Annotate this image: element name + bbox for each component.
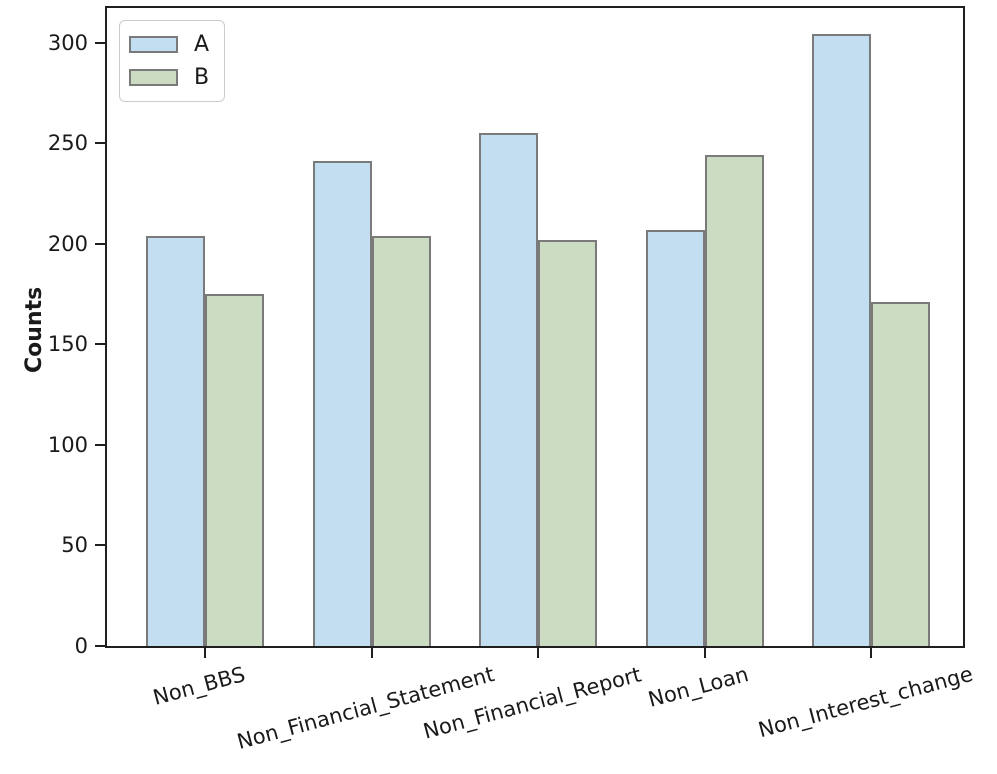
x-tick-mark xyxy=(703,648,706,658)
bar-B-Non_Financial_Report xyxy=(538,240,597,646)
x-tick-label: Non_BBS xyxy=(150,661,248,710)
bar-B-Non_Financial_Statement xyxy=(371,236,431,646)
bar-A-Non_BBS xyxy=(146,236,205,646)
y-tick-label: 200 xyxy=(47,231,88,256)
x-tick-mark xyxy=(870,648,872,658)
y-tick-mark xyxy=(95,645,105,647)
y-tick-mark xyxy=(95,41,105,44)
legend-label-A: A xyxy=(194,32,210,57)
y-tick-label: 50 xyxy=(61,533,88,558)
y-tick-label: 300 xyxy=(47,30,88,55)
bar-A-Non_Financial_Statement xyxy=(312,161,372,646)
y-tick-label: 0 xyxy=(74,634,88,658)
legend-label-B: B xyxy=(194,65,210,90)
bar-A-Non_Loan xyxy=(645,230,705,646)
y-axis-title: Counts xyxy=(22,286,47,373)
x-tick-label: Non_Financial_Statement xyxy=(234,661,497,754)
legend-item-A: A xyxy=(129,28,214,61)
y-tick-mark xyxy=(95,142,105,145)
y-tick-mark xyxy=(95,544,105,547)
bar-B-Non_Loan xyxy=(704,155,764,646)
legend-item-B: B xyxy=(129,61,214,94)
y-tick-mark xyxy=(95,343,105,346)
legend-swatch-A xyxy=(129,36,178,53)
bar-B-Non_BBS xyxy=(205,294,264,646)
legend-swatch-B xyxy=(129,69,178,86)
y-tick-label: 100 xyxy=(47,432,88,457)
x-tick-label: Non_Loan xyxy=(645,661,752,712)
y-tick-mark xyxy=(95,242,105,245)
x-tick-label: Non_Interest_change xyxy=(755,661,975,743)
x-tick-mark xyxy=(204,648,206,658)
y-tick-mark xyxy=(95,443,105,446)
y-tick-label: 150 xyxy=(47,332,88,357)
y-tick-label: 250 xyxy=(47,131,88,156)
bar-A-Non_Financial_Report xyxy=(479,133,538,646)
bar-A-Non_Interest_change xyxy=(812,34,871,646)
bar-B-Non_Interest_change xyxy=(871,302,930,646)
x-tick-mark xyxy=(370,648,373,658)
x-tick-mark xyxy=(537,648,539,658)
